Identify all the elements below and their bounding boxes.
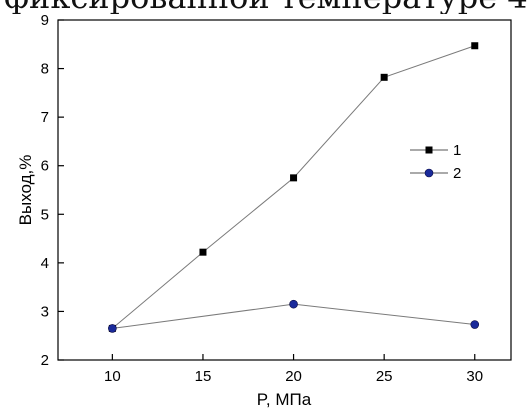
series-2-point [289,299,298,309]
legend: 12 [410,142,461,182]
series-layer [108,42,480,333]
series-1-point [290,174,298,182]
series-1-line [112,45,475,329]
y-axis-ticks: 2 3 4 5 6 7 8 9 [41,12,64,369]
y-tick-label: 6 [41,158,49,175]
cropped-header-text: фиксированной температуре 40 [0,0,528,14]
series-1-point [471,42,479,50]
x-tick-label: 25 [376,368,393,385]
series-1-point [199,248,207,256]
legend-label-2: 2 [453,165,461,182]
x-axis-ticks: 10 15 20 25 30 [104,354,483,385]
y-tick-label: 4 [41,255,49,272]
x-tick-label: 30 [466,368,483,385]
legend-marker-2 [424,168,434,178]
series-1-point [380,73,388,81]
legend-marker-1 [425,146,433,154]
y-tick-label: 9 [41,12,49,29]
x-tick-label: 10 [104,368,121,385]
y-tick-label: 3 [41,303,49,320]
x-axis-label: P, МПа [257,390,312,409]
y-axis-label: Выход,% [16,155,35,226]
x-tick-label: 20 [285,368,302,385]
plot-frame [57,19,512,361]
y-tick-label: 7 [41,109,49,126]
y-tick-label: 8 [41,61,49,78]
series-2-point [108,324,117,333]
x-tick-label: 15 [195,368,212,385]
legend-label-1: 1 [453,142,461,159]
y-tick-label: 2 [41,352,49,369]
series-2-point [470,320,480,329]
y-tick-label: 5 [41,206,49,223]
